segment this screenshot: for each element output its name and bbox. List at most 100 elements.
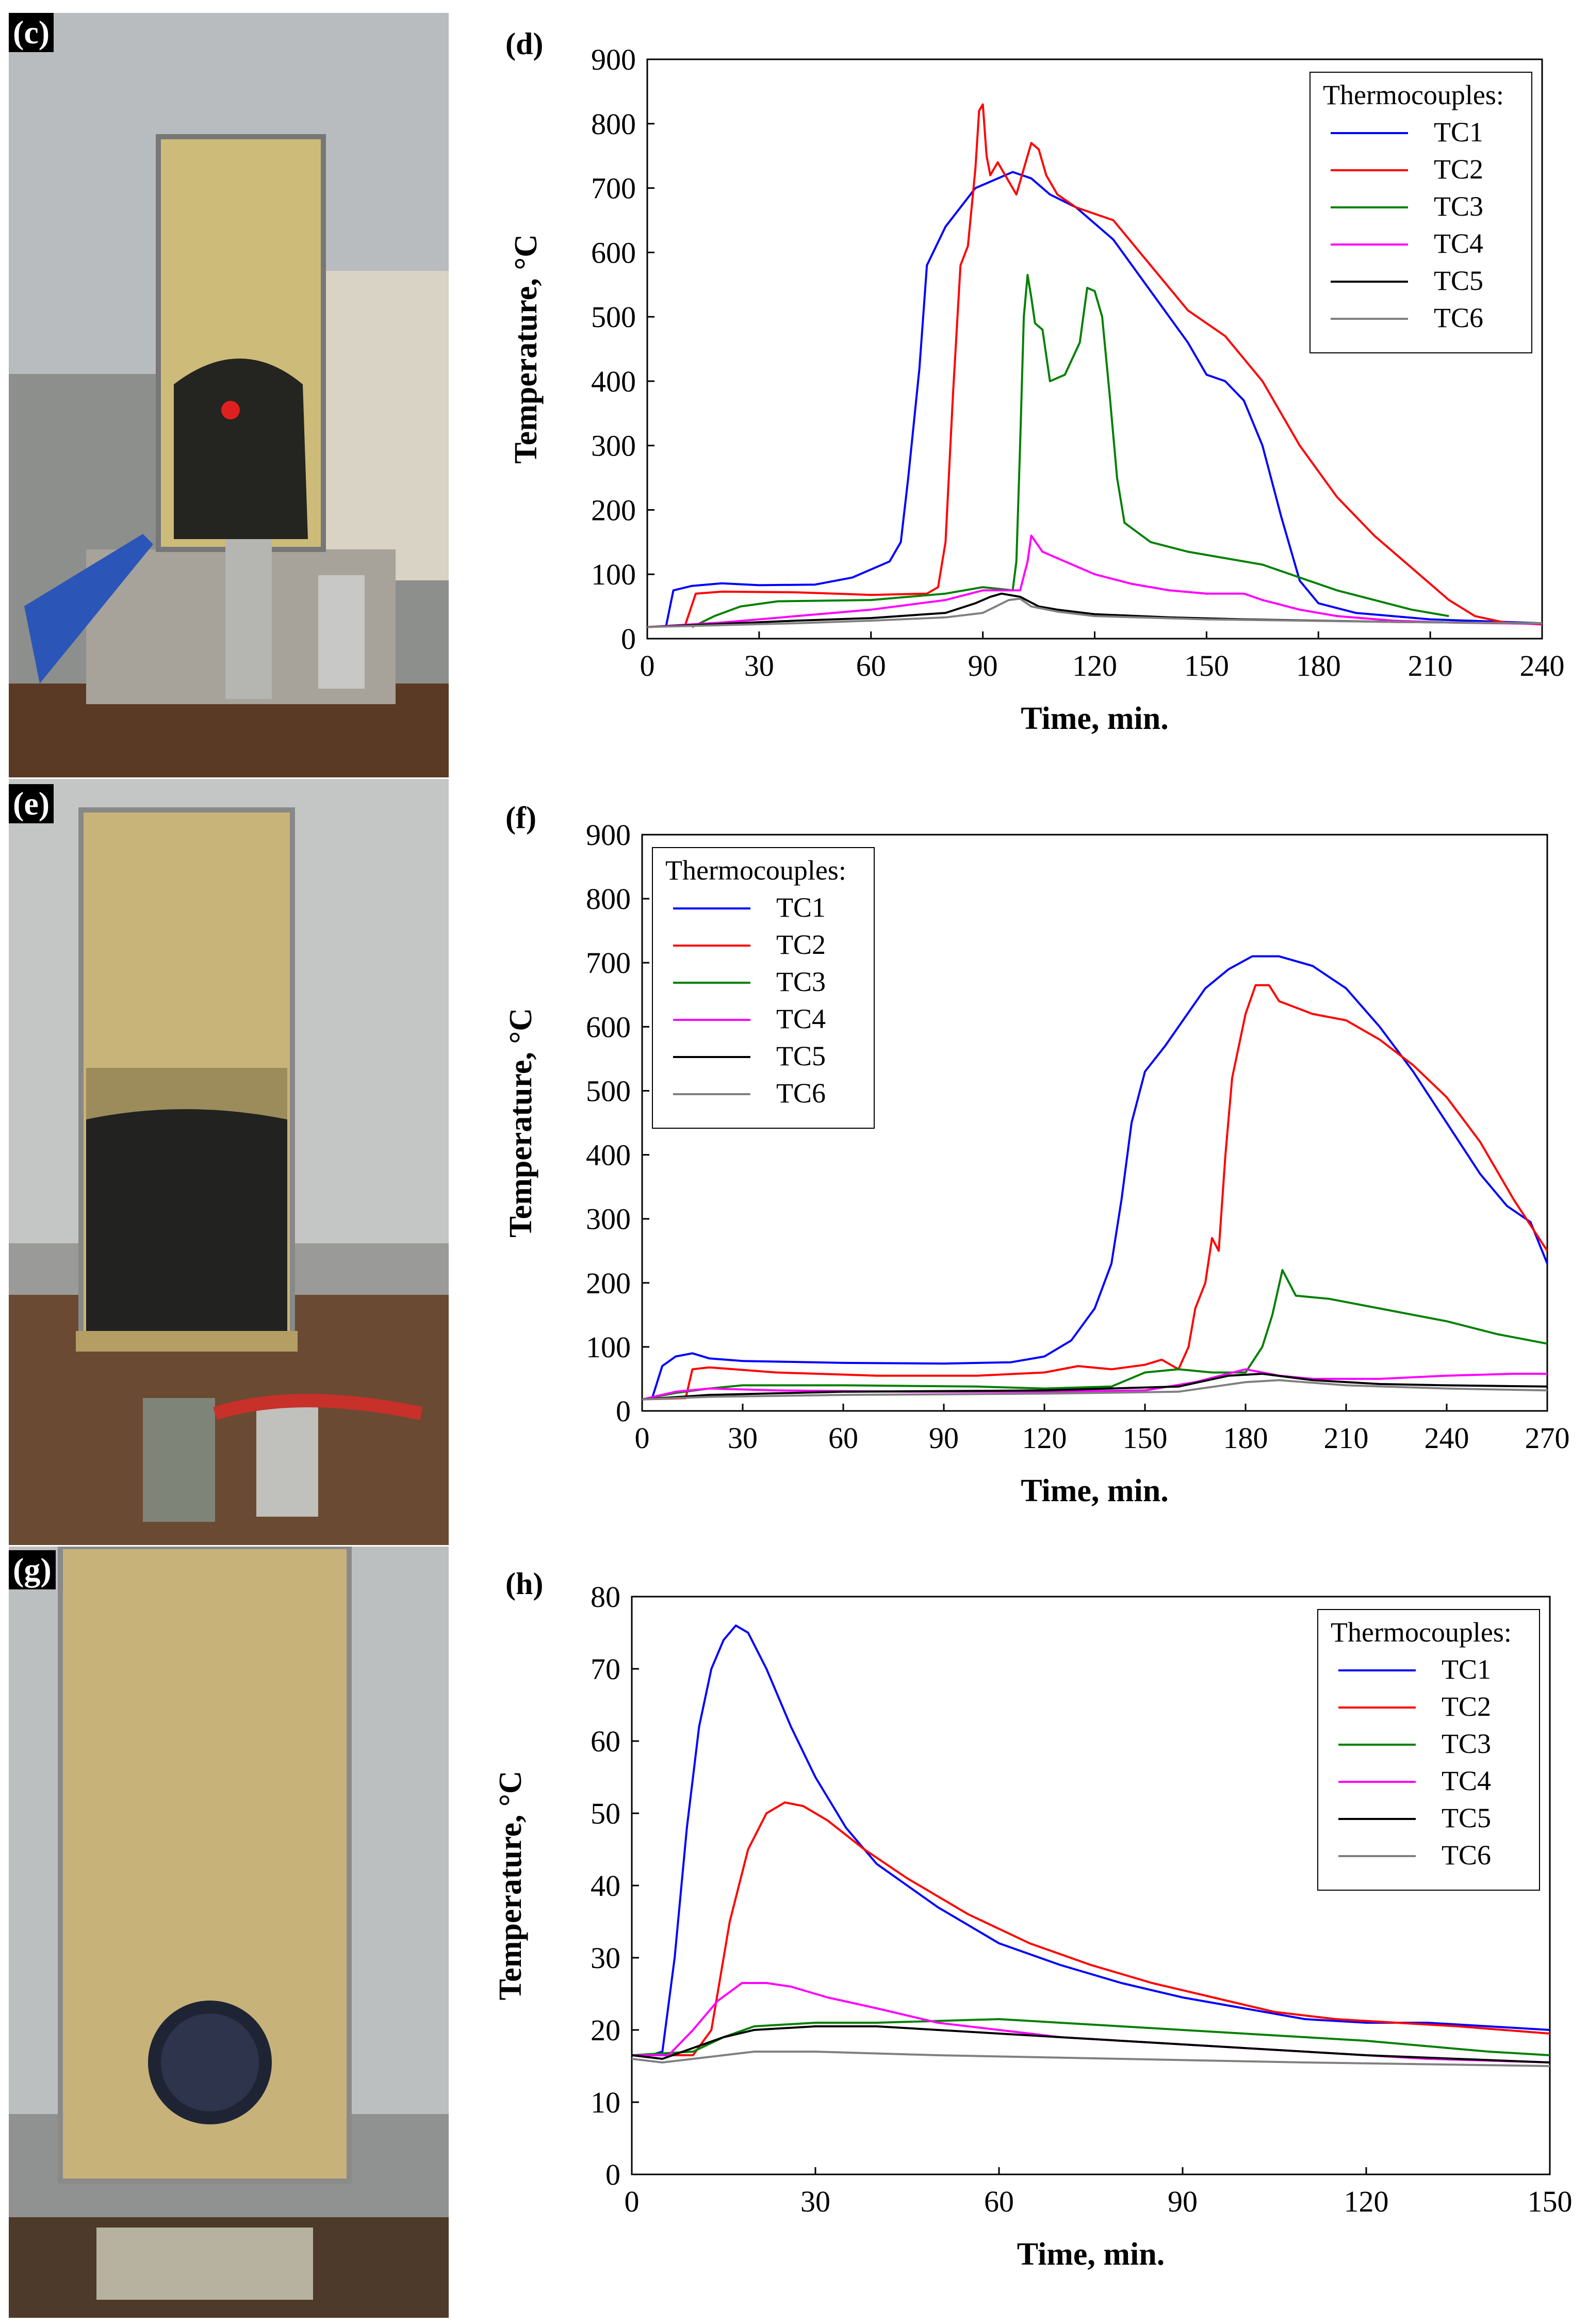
y-tick-label: 900 <box>591 43 636 76</box>
x-tick-label: 210 <box>1324 1421 1369 1455</box>
y-tick-label: 400 <box>586 1139 631 1172</box>
x-tick-label: 120 <box>1022 1421 1067 1455</box>
y-tick-label: 0 <box>605 2158 620 2191</box>
y-axis-label: Temperature, °C <box>509 234 544 464</box>
legend-label: TC2 <box>1442 1691 1491 1722</box>
series-line-tc1 <box>632 1624 1550 2056</box>
photo-panel-c <box>9 13 449 777</box>
x-tick-label: 0 <box>640 649 655 682</box>
y-tick-label: 300 <box>591 429 636 463</box>
y-tick-label: 70 <box>591 1652 620 1686</box>
legend-label: TC1 <box>1434 117 1483 148</box>
x-tick-label: 60 <box>856 649 886 682</box>
legend-box <box>652 847 875 1129</box>
legend-label: TC2 <box>776 929 826 960</box>
legend-box <box>1309 72 1532 353</box>
y-tick-label: 200 <box>586 1266 631 1300</box>
y-axis-label: Temperature, °C <box>493 1771 528 2001</box>
series-line-tc2 <box>632 1801 1550 2056</box>
legend-label: TC5 <box>1442 1802 1491 1833</box>
legend-label: TC4 <box>776 1003 826 1034</box>
legend-label: TC3 <box>1442 1728 1491 1759</box>
y-tick-label: 30 <box>591 1941 620 1975</box>
y-tick-label: 600 <box>586 1010 631 1044</box>
y-tick-label: 800 <box>586 882 631 916</box>
legend-label: TC5 <box>776 1041 826 1071</box>
x-tick-label: 180 <box>1296 649 1341 682</box>
chart-2: (f) 0 30 60 90 120 150 180 210 240 270 0 100 200 300 40… <box>503 801 1570 1508</box>
legend-label: TC6 <box>1442 1840 1491 1871</box>
chart-3: (h) 0 30 60 90 120 150 0 10 20 30 40 50 60 70 80 Time, m… <box>493 1567 1573 2272</box>
x-tick-label: 0 <box>625 2185 640 2218</box>
panel-label-e: (e) <box>9 784 54 823</box>
legend-label: TC6 <box>776 1078 826 1109</box>
legend-title: Thermocouples: <box>1323 79 1504 110</box>
legend-label: TC5 <box>1434 265 1483 296</box>
y-tick-label: 800 <box>591 107 636 141</box>
x-tick-label: 270 <box>1525 1421 1570 1455</box>
series-line-tc3 <box>642 1269 1547 1401</box>
series-line-tc5 <box>632 2025 1550 2063</box>
x-tick-label: 90 <box>929 1421 959 1455</box>
legend-label: TC3 <box>1434 191 1483 222</box>
y-tick-label: 80 <box>591 1580 620 1614</box>
x-tick-label: 60 <box>984 2185 1014 2218</box>
legend-title: Thermocouples: <box>665 855 846 886</box>
x-tick-label: 240 <box>1425 1421 1469 1455</box>
x-tick-label: 180 <box>1223 1421 1268 1455</box>
y-tick-label: 50 <box>591 1797 620 1830</box>
legend-title: Thermocouples: <box>1331 1617 1512 1648</box>
series-line-tc6 <box>632 2051 1550 2067</box>
x-tick-label: 120 <box>1344 2185 1389 2218</box>
legend-box <box>1317 1609 1540 1891</box>
x-axis-label: Time, min. <box>1017 2237 1165 2272</box>
series-line-tc3 <box>691 274 1449 628</box>
y-tick-label: 100 <box>586 1330 631 1364</box>
x-tick-label: 210 <box>1408 649 1453 682</box>
y-tick-label: 700 <box>591 172 636 205</box>
series-line-tc5 <box>642 1373 1547 1401</box>
series-group <box>642 955 1547 1401</box>
legend-label: TC3 <box>776 966 826 997</box>
x-tick-label: 30 <box>744 649 774 682</box>
series-group <box>647 103 1542 628</box>
panel-label: (f) <box>505 801 536 835</box>
legend-label: TC1 <box>1442 1654 1491 1685</box>
legend-label: TC2 <box>1434 154 1483 185</box>
y-tick-label: 400 <box>591 365 636 398</box>
x-tick-label: 30 <box>800 2185 830 2218</box>
y-tick-label: 10 <box>591 2086 620 2119</box>
y-tick-label: 500 <box>591 300 636 334</box>
legend-label: TC1 <box>776 892 826 923</box>
y-tick-label: 0 <box>621 622 636 656</box>
panel-label-c: (c) <box>9 13 54 52</box>
x-axis-label: Time, min. <box>1021 1473 1168 1508</box>
charts-area: (d)0 30 60 90 120 150 180 210 240010020030040050… <box>493 27 1573 2272</box>
x-tick-label: 150 <box>1184 649 1229 682</box>
y-tick-label: 500 <box>586 1074 631 1108</box>
plot-frame <box>641 834 1548 1412</box>
y-axis-label: Temperature, °C <box>503 1008 538 1238</box>
legend: Thermocouples: TC1 TC2 TC3 TC4 TC5 TC6 <box>652 847 875 1129</box>
x-tick-label: 0 <box>635 1421 650 1455</box>
y-tick-label: 600 <box>591 236 636 269</box>
y-tick-label: 60 <box>591 1725 620 1758</box>
legend-label: TC4 <box>1434 228 1483 259</box>
panel-label: (d) <box>505 27 543 61</box>
x-tick-label: 150 <box>1528 2185 1573 2218</box>
y-tick-label: 40 <box>591 1869 620 1903</box>
legend-label: TC4 <box>1442 1765 1491 1796</box>
photo-panel-g <box>9 1547 449 2318</box>
x-tick-label: 30 <box>728 1421 758 1455</box>
legend-label: TC6 <box>1434 302 1483 333</box>
series-line-tc6 <box>647 597 1542 628</box>
panel-label-g: (g) <box>9 1550 56 1589</box>
x-axis-label: Time, min. <box>1021 701 1168 736</box>
series-line-tc4 <box>647 534 1542 628</box>
y-tick-label: 0 <box>616 1394 631 1428</box>
chart-1: (d) 0 30 60 90 120 150 180 210 240 0 100 200 300 400 50… <box>505 27 1565 736</box>
y-tick-label: 900 <box>586 818 631 852</box>
series-line-tc2 <box>642 984 1547 1401</box>
series-line-tc2 <box>683 103 1542 628</box>
series-group <box>632 1624 1550 2067</box>
